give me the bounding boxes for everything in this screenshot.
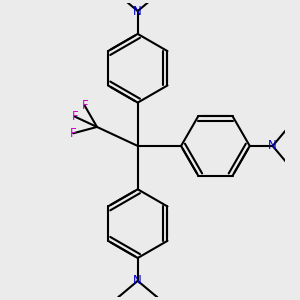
Text: N: N	[134, 4, 142, 17]
Text: F: F	[70, 127, 76, 140]
Text: N: N	[134, 274, 142, 287]
Text: N: N	[268, 140, 277, 152]
Text: F: F	[81, 99, 88, 112]
Text: F: F	[71, 110, 78, 123]
